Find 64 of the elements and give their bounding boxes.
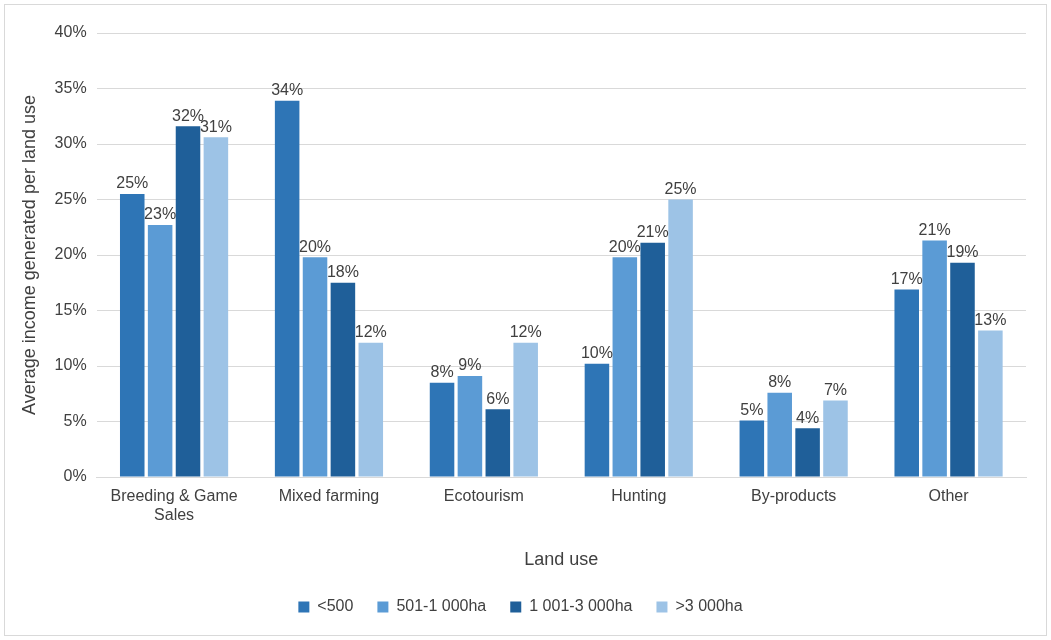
data-label: 6% [486, 389, 510, 407]
y-tick-label: 35% [54, 78, 87, 96]
bar [795, 428, 820, 477]
x-tick-label: Ecotourism [443, 487, 524, 505]
legend-label: 1 001-3 000ha [529, 597, 633, 615]
y-tick-label: 20% [54, 245, 87, 263]
bar [668, 199, 693, 477]
bar [584, 363, 610, 477]
y-tick-label: 30% [54, 134, 87, 152]
data-label: 12% [354, 323, 387, 341]
data-label: 9% [458, 356, 482, 374]
data-label: 19% [946, 243, 979, 261]
data-label: 12% [509, 323, 542, 341]
x-tick-label: Other [928, 487, 970, 505]
data-label: 25% [116, 174, 149, 192]
bar [457, 375, 483, 477]
bar [302, 257, 328, 477]
bar [147, 225, 173, 477]
y-axis-title: Average income generated per land use [18, 95, 39, 415]
y-tick-label: 25% [54, 189, 87, 207]
data-label: 7% [823, 380, 848, 398]
legend-label: 501-1 000ha [396, 597, 487, 615]
bar [950, 262, 975, 477]
bar [640, 242, 665, 477]
bar [922, 240, 947, 477]
bar [823, 400, 848, 477]
bar [894, 289, 919, 477]
bar [429, 382, 455, 477]
data-label: 13% [974, 310, 1007, 328]
legend-label: >3 000ha [675, 597, 743, 615]
y-tick-label: 0% [63, 467, 87, 485]
data-label: 20% [299, 237, 332, 255]
bar [358, 342, 384, 477]
bar [203, 137, 229, 477]
x-tick-label: Mixed farming [278, 487, 380, 505]
x-tick-label: By-products [750, 487, 837, 505]
x-axis-title: Land use [524, 549, 599, 570]
data-label: 34% [271, 81, 304, 99]
data-label: 10% [580, 344, 613, 362]
data-label: 8% [430, 363, 454, 381]
bar [767, 392, 792, 477]
y-tick-label: 15% [54, 300, 87, 318]
data-label: 18% [326, 263, 359, 281]
y-tick-label: 5% [63, 411, 87, 429]
bar [739, 420, 765, 477]
y-tick-label: 10% [54, 356, 87, 374]
bar [330, 282, 356, 477]
bar [612, 257, 638, 477]
x-tick-label: Breeding & Game Sales [110, 487, 238, 524]
bar [513, 342, 538, 477]
legend-label: <500 [317, 597, 354, 615]
data-label: 4% [796, 408, 820, 426]
bar [119, 193, 145, 477]
bar [274, 100, 300, 477]
bar [485, 409, 511, 477]
bar [978, 330, 1003, 477]
data-label: 21% [918, 220, 951, 238]
data-label: 8% [768, 373, 792, 391]
y-tick-label: 40% [54, 23, 87, 41]
data-label: 17% [890, 269, 923, 287]
bar [175, 126, 201, 477]
x-tick-label: Hunting [611, 487, 667, 505]
data-label: 5% [740, 400, 764, 418]
data-label: 25% [664, 179, 697, 197]
